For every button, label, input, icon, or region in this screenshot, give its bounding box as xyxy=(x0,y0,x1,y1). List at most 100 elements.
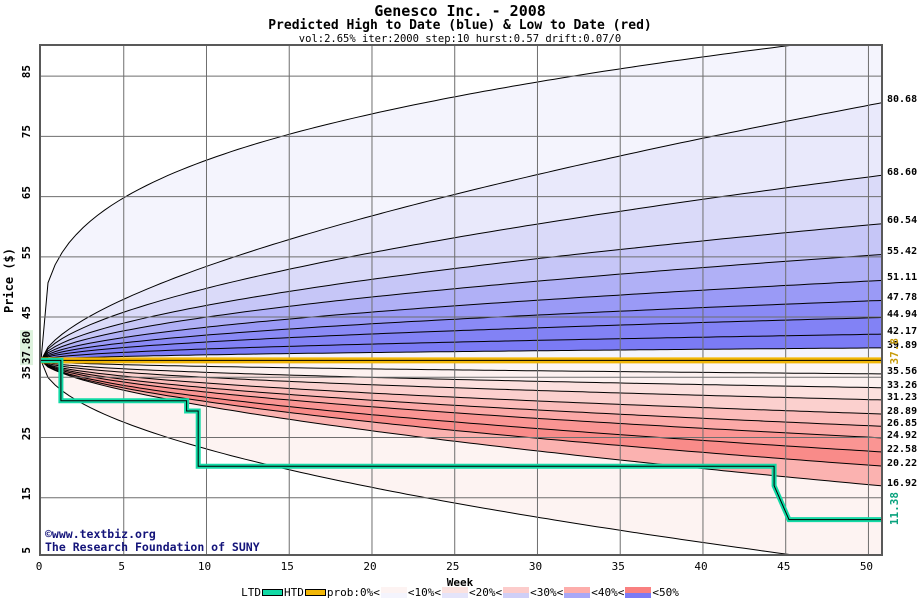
start-price-label: 37.80 xyxy=(20,330,33,366)
right-label-44-94: 44.94 xyxy=(887,309,918,321)
y-tick-55: 55 xyxy=(20,245,33,260)
legend-band-label-4: <50% xyxy=(652,586,679,599)
blue-quantile-5 xyxy=(41,299,881,361)
right-label-20-22: 20.22 xyxy=(887,458,918,470)
right-label-39-89: 39.89 xyxy=(887,339,918,351)
blue-quantile-3 xyxy=(41,254,881,361)
legend-band-label-2: <30%< xyxy=(530,586,564,599)
red-band-4 xyxy=(41,360,881,438)
legend-band-label-0: <10%< xyxy=(407,586,441,599)
blue-quantile-2 xyxy=(41,223,881,361)
y-tick-35: 35 xyxy=(20,366,33,380)
legend-htd-label: HTD xyxy=(284,586,304,599)
legend-ltd-label: LTD xyxy=(241,586,261,599)
x-tick-40: 40 xyxy=(694,560,708,573)
red-band-1 xyxy=(41,360,881,400)
watermark-line-2: The Research Foundation of SUNY xyxy=(45,540,260,554)
x-tick-5: 5 xyxy=(118,560,126,573)
x-tick-30: 30 xyxy=(528,560,543,573)
y-tick-5: 5 xyxy=(20,547,33,554)
legend-band-blue-4 xyxy=(625,592,652,598)
x-tick-15: 15 xyxy=(280,560,294,573)
right-label-35-56: 35.56 xyxy=(887,365,918,377)
legend-prob-label: prob:0%< xyxy=(326,586,380,599)
x-tick-35: 35 xyxy=(611,560,625,573)
blue-band-2 xyxy=(41,223,881,361)
blue-band-6 xyxy=(41,317,881,361)
right-label-28-89: 28.89 xyxy=(887,406,918,418)
y-axis-label: Price ($) xyxy=(2,248,16,314)
y-tick-15: 15 xyxy=(20,486,33,500)
fan-chart-svg xyxy=(41,46,881,554)
right-label-42-17: 42.17 xyxy=(887,326,918,338)
blue-quantile-6 xyxy=(41,317,881,361)
right-label-51-11: 51.11 xyxy=(887,272,918,284)
blue-quantile-7 xyxy=(41,333,881,361)
blue-envelope-outer xyxy=(41,46,790,361)
right-label-55-42: 55.42 xyxy=(887,246,918,258)
y-tick-75: 75 xyxy=(20,125,33,139)
red-band-2 xyxy=(41,360,881,414)
red-band-3 xyxy=(41,360,881,427)
red-quantile-3 xyxy=(41,359,881,415)
red-band-6 xyxy=(41,360,881,467)
y-tick-25: 25 xyxy=(20,426,33,440)
red-band-outer xyxy=(41,360,881,554)
legend-band-swatch-2 xyxy=(503,587,530,598)
red-quantile-5 xyxy=(41,360,881,439)
red-envelope-outer xyxy=(41,360,790,554)
legend-band-red-4 xyxy=(625,587,652,593)
legend-band-blue-2 xyxy=(503,592,530,598)
legend-band-red-2 xyxy=(503,587,530,593)
right-label-80-68: 80.68 xyxy=(887,94,918,106)
right-label-16-92: 16.92 xyxy=(887,478,918,490)
legend-htd-swatch xyxy=(304,589,326,596)
legend-band-red-3 xyxy=(564,587,591,593)
blue-band-core xyxy=(41,347,881,361)
chart-legend: LTD HTD prob:0%< <10%< <20%< <30%< <40%< <50% xyxy=(0,586,920,599)
y-tick-45: 45 xyxy=(20,306,33,320)
y-tick-65: 65 xyxy=(20,185,33,199)
chart-parameters: vol:2.65% iter:2000 step:10 hurst:0.57 d… xyxy=(298,33,622,45)
legend-band-blue-3 xyxy=(564,592,591,598)
x-tick-10: 10 xyxy=(197,560,212,573)
plot-area xyxy=(39,44,883,556)
blue-band-outer xyxy=(41,46,881,361)
red-quantile-7 xyxy=(41,360,881,467)
right-label-68-60: 68.60 xyxy=(887,166,918,178)
red-band-7 xyxy=(41,360,881,486)
right-label-31-23: 31.23 xyxy=(887,392,918,403)
blue-band-1 xyxy=(41,175,881,361)
x-axis-label: Week xyxy=(446,576,474,589)
legend-band-red-0 xyxy=(380,587,407,593)
right-label-60-54: 60.54 xyxy=(887,215,918,227)
x-tick-20: 20 xyxy=(363,560,377,573)
watermark: ©www.textbiz.org The Research Foundation… xyxy=(45,528,260,554)
legend-band-swatch-1 xyxy=(441,587,468,598)
legend-band-blue-0 xyxy=(380,592,407,598)
y-tick-85: 85 xyxy=(20,65,33,79)
red-quantile-6 xyxy=(41,360,881,453)
blue-quantile-1 xyxy=(41,174,881,361)
chart-subtitle: Predicted High to Date (blue) & Low to D… xyxy=(268,18,652,33)
legend-band-swatch-0 xyxy=(380,587,407,598)
x-tick-45: 45 xyxy=(777,560,791,573)
red-quantile-0 xyxy=(41,359,881,375)
ltd-line-outline xyxy=(41,359,881,521)
red-band-core xyxy=(41,360,881,374)
red-band-5 xyxy=(41,360,881,452)
right-label-33-26: 33.26 xyxy=(887,379,918,391)
red-quantile-2 xyxy=(41,359,881,401)
red-quantile-4 xyxy=(41,359,881,427)
legend-band-swatch-4 xyxy=(625,587,652,598)
legend-band-label-1: <20%< xyxy=(468,586,503,599)
blue-band-0 xyxy=(41,102,881,361)
x-tick-0: 0 xyxy=(35,560,43,573)
right-label-22-58: 22.58 xyxy=(887,444,918,456)
right-label-26-85: 26.85 xyxy=(887,418,918,430)
legend-band-blue-1 xyxy=(441,592,468,598)
x-tick-25: 25 xyxy=(446,560,460,573)
blue-band-4 xyxy=(41,280,881,361)
chart-title: Genesco Inc. - 2008 xyxy=(374,2,546,20)
